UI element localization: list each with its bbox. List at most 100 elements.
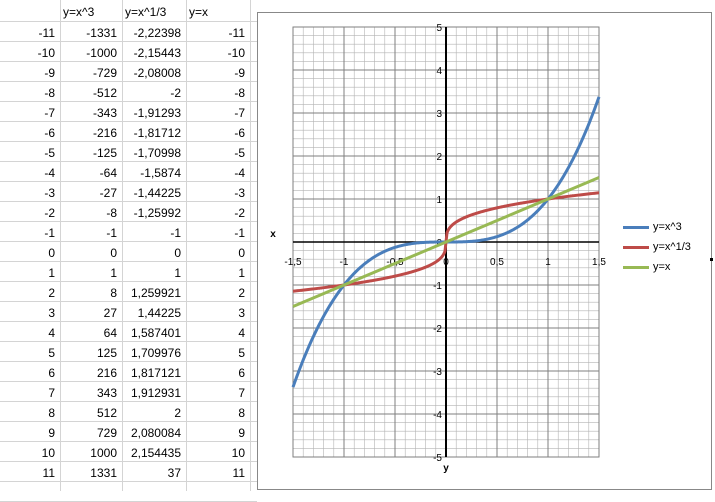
column-header[interactable]: y=x^1/3 <box>125 5 167 19</box>
table-cell[interactable]: -5 <box>44 146 55 160</box>
table-cell[interactable]: -8 <box>234 86 245 100</box>
table-cell[interactable]: 2 <box>238 286 245 300</box>
table-cell[interactable]: -1 <box>234 226 245 240</box>
table-cell[interactable]: 1,709976 <box>130 346 181 360</box>
table-cell[interactable]: -2,15443 <box>133 46 181 60</box>
table-cell[interactable]: 37 <box>167 466 181 480</box>
table-cell[interactable]: -1 <box>170 226 181 240</box>
table-cell[interactable]: 9 <box>238 426 245 440</box>
column-header[interactable] <box>3 2 57 22</box>
table-cell[interactable]: 1000 <box>90 446 117 460</box>
table-cell[interactable]: -7 <box>234 106 245 120</box>
table-cell[interactable]: 10 <box>231 446 245 460</box>
table-cell[interactable]: 11 <box>42 466 55 480</box>
table-cell[interactable]: 1 <box>174 266 181 280</box>
table-cell[interactable]: -1,5874 <box>140 166 181 180</box>
column-header[interactable]: y=x^3 <box>63 5 95 19</box>
table-cell[interactable]: -125 <box>92 146 117 160</box>
table-cell[interactable]: 1 <box>48 266 55 280</box>
table-cell[interactable]: 0 <box>174 246 181 260</box>
table-cell[interactable]: -11 <box>228 26 245 40</box>
table-cell[interactable]: -1 <box>44 226 55 240</box>
table-cell[interactable]: 2,154435 <box>130 446 181 460</box>
table-cell[interactable]: -9 <box>234 66 245 80</box>
table-cell[interactable]: -6 <box>44 126 55 140</box>
table-cell[interactable]: 8 <box>110 286 117 300</box>
table-cell[interactable]: -2,08008 <box>133 66 181 80</box>
table-cell[interactable]: -2 <box>170 86 181 100</box>
table-cell[interactable]: 512 <box>96 406 117 420</box>
table-cell[interactable]: -1,25992 <box>133 206 181 220</box>
table-cell[interactable]: 125 <box>96 346 117 360</box>
chart-resize-handle[interactable] <box>710 258 713 261</box>
table-cell[interactable]: 1,44225 <box>137 306 181 320</box>
table-cell[interactable]: 27 <box>103 306 117 320</box>
table-cell[interactable]: -8 <box>106 206 117 220</box>
table-cell[interactable]: -64 <box>99 166 117 180</box>
table-cell[interactable]: 0 <box>48 246 55 260</box>
table-cell[interactable]: 1331 <box>90 466 117 480</box>
table-cell[interactable]: -5 <box>234 146 245 160</box>
table-cell[interactable]: 7 <box>238 386 245 400</box>
table-cell[interactable]: -2 <box>234 206 245 220</box>
table-cell[interactable]: 0 <box>238 246 245 260</box>
table-cell[interactable]: -512 <box>92 86 117 100</box>
column-header[interactable]: y=x <box>189 5 209 19</box>
table-cell[interactable]: -1 <box>106 226 117 240</box>
table-cell[interactable]: 2 <box>174 406 181 420</box>
table-cell[interactable]: -1,44225 <box>133 186 181 200</box>
y-tick-label: -2 <box>433 324 442 335</box>
table-cell[interactable]: 7 <box>48 386 55 400</box>
table-cell[interactable]: -1000 <box>86 46 117 60</box>
chart-area[interactable]: -1,5 -1 -0,5 0 0,5 1 1,5 5 4 3 2 1 0 -1 -2 -3 -4 -5 x y y=x… <box>257 12 712 490</box>
table-cell[interactable]: 4 <box>48 326 55 340</box>
table-cell[interactable]: -8 <box>44 86 55 100</box>
table-cell[interactable]: -343 <box>92 106 117 120</box>
table-cell[interactable]: -3 <box>44 186 55 200</box>
table-cell[interactable]: -4 <box>234 166 245 180</box>
table-cell[interactable]: -4 <box>44 166 55 180</box>
table-cell[interactable]: -27 <box>99 186 117 200</box>
table-cell[interactable]: 1,259921 <box>130 286 181 300</box>
table-cell[interactable]: 11 <box>232 466 245 480</box>
table-cell[interactable]: 1,817121 <box>130 366 181 380</box>
table-cell[interactable]: -11 <box>38 26 55 40</box>
table-cell[interactable]: 1,912931 <box>130 386 181 400</box>
table-cell[interactable]: 64 <box>103 326 117 340</box>
table-cell[interactable]: 1 <box>238 266 245 280</box>
table-cell[interactable]: 3 <box>48 306 55 320</box>
table-cell[interactable]: -729 <box>92 66 117 80</box>
table-cell[interactable]: -1,91293 <box>133 106 181 120</box>
table-cell[interactable]: 8 <box>238 406 245 420</box>
table-cell[interactable]: -6 <box>234 126 245 140</box>
table-cell[interactable]: 216 <box>96 366 117 380</box>
table-cell[interactable]: -2 <box>44 206 55 220</box>
table-cell[interactable]: 6 <box>48 366 55 380</box>
table-cell[interactable]: -2,22398 <box>133 26 181 40</box>
table-cell[interactable]: 2 <box>48 286 55 300</box>
table-cell[interactable]: 6 <box>238 366 245 380</box>
table-cell[interactable]: -216 <box>92 126 117 140</box>
table-cell[interactable]: -1331 <box>86 26 117 40</box>
table-cell[interactable]: 5 <box>48 346 55 360</box>
table-cell[interactable]: 343 <box>96 386 117 400</box>
table-cell[interactable]: -3 <box>234 186 245 200</box>
table-cell[interactable]: -10 <box>227 46 245 60</box>
table-cell[interactable]: 3 <box>238 306 245 320</box>
table-cell[interactable]: 0 <box>110 246 117 260</box>
table-cell[interactable]: -10 <box>37 46 55 60</box>
table-cell[interactable]: -9 <box>44 66 55 80</box>
table-cell[interactable]: 5 <box>238 346 245 360</box>
table-cell[interactable]: 8 <box>48 406 55 420</box>
table-cell[interactable]: 9 <box>48 426 55 440</box>
table-cell[interactable]: 2,080084 <box>130 426 181 440</box>
table-cell[interactable]: 10 <box>41 446 55 460</box>
table-cell[interactable]: 1 <box>110 266 117 280</box>
table-cell[interactable]: -1,70998 <box>133 146 181 160</box>
table-cell[interactable]: 729 <box>96 426 117 440</box>
table-cell[interactable]: -1,81712 <box>133 126 181 140</box>
table-cell[interactable]: 1,587401 <box>130 326 181 340</box>
table-cell[interactable]: -7 <box>44 106 55 120</box>
table-cell[interactable]: 4 <box>238 326 245 340</box>
